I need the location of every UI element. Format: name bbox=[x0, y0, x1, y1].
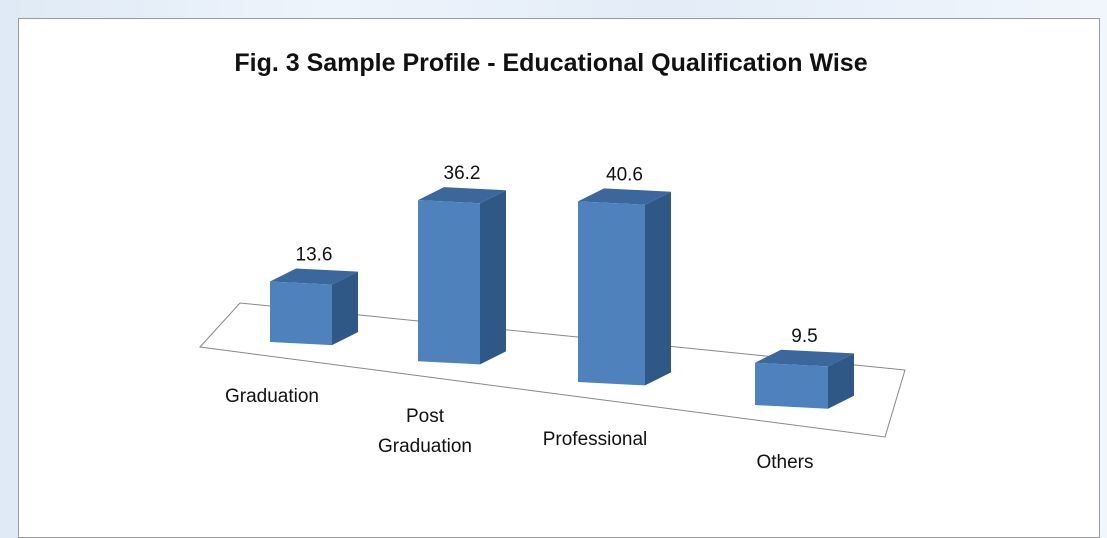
floor bbox=[198, 302, 906, 438]
bar bbox=[418, 200, 480, 365]
bar-side bbox=[480, 190, 506, 365]
bar-top bbox=[755, 349, 854, 367]
category-label: Professional bbox=[542, 429, 648, 450]
data-label: 40.6 bbox=[606, 164, 643, 185]
chart-title: Fig. 3 Sample Profile - Educational Qual… bbox=[234, 49, 867, 77]
bar-side bbox=[828, 353, 854, 409]
chart-frame bbox=[18, 18, 1100, 538]
data-label: 36.2 bbox=[444, 163, 481, 184]
data-label: 9.5 bbox=[791, 326, 817, 347]
bar-top bbox=[270, 268, 358, 285]
category-label: Post Graduation bbox=[377, 406, 472, 457]
bar-side bbox=[645, 191, 671, 386]
bar-side bbox=[332, 271, 358, 346]
bar bbox=[270, 281, 332, 346]
bar bbox=[755, 362, 828, 409]
category-label: Others bbox=[756, 452, 814, 473]
bar-top bbox=[578, 188, 671, 205]
bar bbox=[578, 201, 645, 386]
bar-top bbox=[418, 187, 506, 204]
category-label: Graduation bbox=[224, 386, 319, 407]
data-label: 13.6 bbox=[296, 244, 333, 265]
